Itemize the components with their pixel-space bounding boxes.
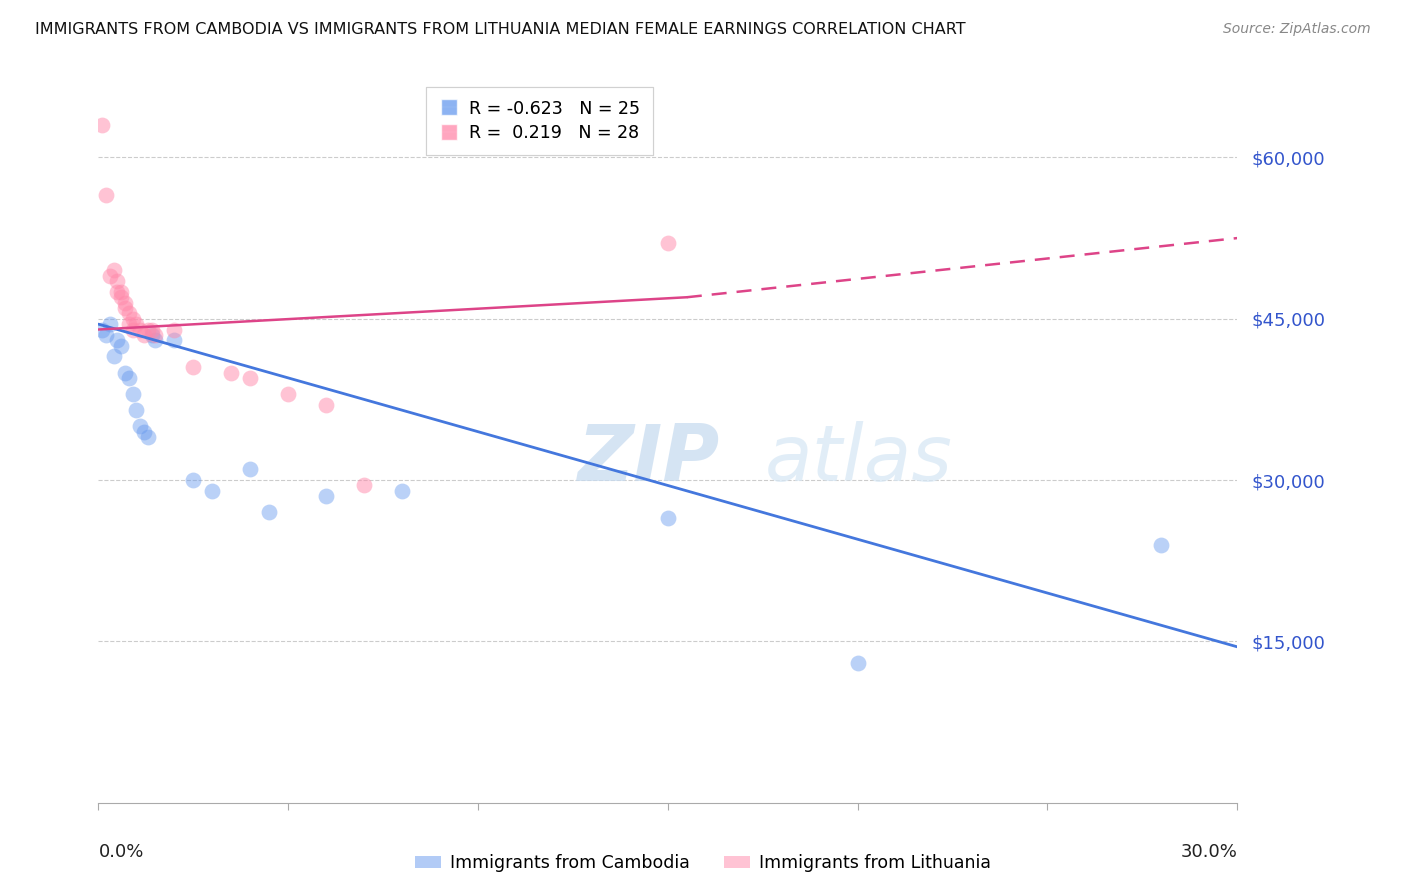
Point — [136, 322, 159, 336]
Text: Source: ZipAtlas.com: Source: ZipAtlas.com — [1223, 22, 1371, 37]
Text: ZIP: ZIP — [576, 421, 718, 497]
Point — [277, 387, 299, 401]
Point — [121, 311, 143, 326]
Point — [221, 366, 243, 380]
Legend: Immigrants from Cambodia, Immigrants from Lithuania: Immigrants from Cambodia, Immigrants fro… — [408, 847, 998, 879]
Point — [183, 360, 205, 375]
Point — [315, 489, 337, 503]
Point — [118, 317, 141, 331]
Point — [353, 478, 375, 492]
Legend: R = -0.623   N = 25, R =  0.219   N = 28: R = -0.623 N = 25, R = 0.219 N = 28 — [426, 87, 652, 154]
Point — [239, 462, 262, 476]
Point — [657, 510, 679, 524]
Point — [91, 322, 114, 336]
Point — [846, 656, 869, 670]
Point — [91, 118, 114, 132]
Point — [391, 483, 413, 498]
Point — [129, 322, 152, 336]
Point — [259, 505, 281, 519]
Point — [103, 350, 125, 364]
Point — [132, 327, 155, 342]
Text: IMMIGRANTS FROM CAMBODIA VS IMMIGRANTS FROM LITHUANIA MEDIAN FEMALE EARNINGS COR: IMMIGRANTS FROM CAMBODIA VS IMMIGRANTS F… — [35, 22, 966, 37]
Point — [94, 327, 117, 342]
Point — [118, 371, 141, 385]
Point — [98, 317, 121, 331]
Point — [657, 236, 679, 251]
Point — [132, 425, 155, 439]
Point — [103, 263, 125, 277]
Point — [114, 301, 136, 315]
Point — [121, 387, 143, 401]
Point — [114, 366, 136, 380]
Text: atlas: atlas — [765, 421, 952, 497]
Point — [110, 290, 132, 304]
Point — [98, 268, 121, 283]
Point — [110, 338, 132, 352]
Point — [163, 322, 186, 336]
Point — [110, 285, 132, 299]
Point — [107, 285, 129, 299]
Point — [141, 327, 163, 342]
Point — [141, 322, 163, 336]
Text: 30.0%: 30.0% — [1181, 843, 1237, 861]
Point — [107, 333, 129, 347]
Text: 0.0%: 0.0% — [98, 843, 143, 861]
Point — [118, 306, 141, 320]
Point — [239, 371, 262, 385]
Point — [121, 322, 143, 336]
Point — [145, 327, 167, 342]
Point — [107, 274, 129, 288]
Point — [315, 398, 337, 412]
Point — [129, 419, 152, 434]
Point — [163, 333, 186, 347]
Point — [183, 473, 205, 487]
Point — [1150, 538, 1173, 552]
Point — [201, 483, 224, 498]
Point — [136, 430, 159, 444]
Point — [114, 295, 136, 310]
Point — [94, 188, 117, 202]
Point — [145, 333, 167, 347]
Point — [125, 317, 148, 331]
Point — [125, 403, 148, 417]
